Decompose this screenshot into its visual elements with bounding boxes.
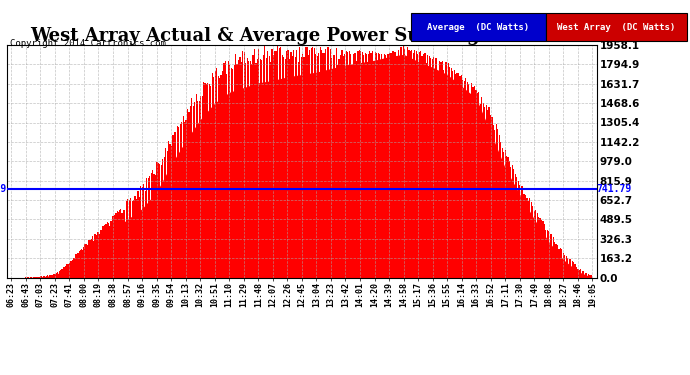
Text: 741.79: 741.79 (597, 184, 632, 194)
Text: West Array  (DC Watts): West Array (DC Watts) (557, 22, 676, 32)
Text: Average  (DC Watts): Average (DC Watts) (427, 22, 529, 32)
Text: 741.79: 741.79 (0, 184, 6, 194)
Title: West Array Actual & Average Power Sun Aug 31 19:23: West Array Actual & Average Power Sun Au… (30, 27, 574, 45)
Text: Copyright 2014 Cartronics.com: Copyright 2014 Cartronics.com (10, 39, 166, 48)
